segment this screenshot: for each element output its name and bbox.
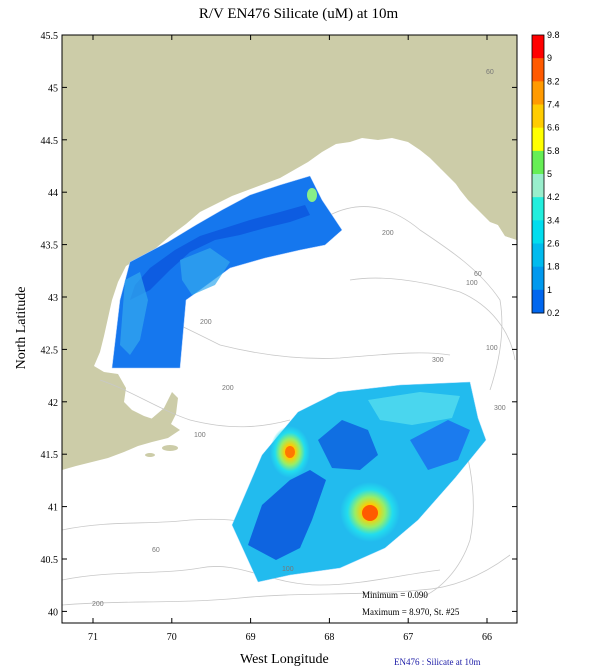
y-tick-label: 40.5 xyxy=(41,555,59,566)
colorbar-label: 5.8 xyxy=(547,146,560,156)
map-title: R/V EN476 Silicate (uM) at 10m xyxy=(198,6,399,22)
colorbar-label: 0.2 xyxy=(547,308,560,318)
contour-label: 100 xyxy=(194,432,206,439)
colorbar-segment xyxy=(532,81,544,105)
contour-label: 300 xyxy=(432,357,444,364)
colorbar-label: 2.6 xyxy=(547,239,560,249)
contour-label: 200 xyxy=(382,230,394,237)
colorbar-label: 9 xyxy=(547,53,552,63)
y-tick-label: 42 xyxy=(48,398,58,409)
colorbar-label: 1.8 xyxy=(547,262,560,272)
stat-maximum: Maximum = 8.970, St. #25 xyxy=(362,607,460,617)
y-tick-label: 40 xyxy=(48,607,58,618)
survey-region-light xyxy=(180,248,230,295)
hotspot-max-core xyxy=(362,505,378,521)
colorbar-segment xyxy=(532,104,544,129)
survey-region-deep-blue xyxy=(410,420,470,470)
y-tick-label: 43.5 xyxy=(41,241,59,252)
x-tick-label: 69 xyxy=(246,632,256,643)
colorbar-segment xyxy=(532,58,544,82)
survey-region-deep-blue xyxy=(318,420,378,470)
plot-frame xyxy=(61,34,518,624)
colorbar-label: 4.2 xyxy=(547,192,560,202)
y-tick-label: 43 xyxy=(48,293,58,304)
land-cape-cod xyxy=(150,392,178,432)
y-axis-label: North Latitude xyxy=(14,286,29,370)
colorbar-label: 5 xyxy=(547,169,552,179)
colorbar-segment xyxy=(532,289,544,314)
colorbar-segment xyxy=(532,220,544,244)
contour-label: 60 xyxy=(474,271,482,278)
x-axis-label: West Longitude xyxy=(240,652,329,667)
contour-label: 100 xyxy=(282,566,294,573)
colorbar-segment xyxy=(532,150,544,175)
contour-label: 100 xyxy=(466,280,478,287)
contour-label: 300 xyxy=(494,405,506,412)
y-tick-label: 44 xyxy=(48,188,58,199)
y-tick-label: 41 xyxy=(48,503,58,514)
colorbar-segment xyxy=(532,174,544,198)
contour-label: 60 xyxy=(152,547,160,554)
land-new-england xyxy=(62,35,517,470)
colorbar-segment xyxy=(532,197,544,221)
colorbar-label: 6.6 xyxy=(547,123,560,133)
survey-region-deep-blue xyxy=(248,470,326,560)
land-island xyxy=(145,453,155,457)
colorbar-label: 9.8 xyxy=(547,30,560,40)
colorbar-label: 8.2 xyxy=(547,76,560,86)
y-tick-label: 44.5 xyxy=(41,136,59,147)
y-tick-label: 45.5 xyxy=(41,31,59,42)
footer-note: EN476 : Silicate at 10m xyxy=(394,657,481,667)
survey-region-light-cyan xyxy=(368,392,460,425)
colorbar-label: 7.4 xyxy=(547,100,560,110)
bathymetry-labels: 60 200 60 100 200 300 100 200 300 100 60… xyxy=(92,69,506,608)
contour-label: 200 xyxy=(92,601,104,608)
y-tick-label: 41.5 xyxy=(41,450,59,461)
colorbar-segment xyxy=(532,35,544,59)
x-axis: 71 70 69 68 67 66 xyxy=(88,35,492,643)
x-tick-label: 68 xyxy=(324,632,334,643)
survey-hotspot xyxy=(307,188,317,202)
x-tick-label: 70 xyxy=(167,632,177,643)
contour-label: 200 xyxy=(222,385,234,392)
survey-region-darker xyxy=(130,205,310,300)
contour-label: 200 xyxy=(200,319,212,326)
contour-label: 60 xyxy=(486,69,494,76)
y-tick-label: 42.5 xyxy=(41,345,59,356)
colorbar-segment xyxy=(532,243,544,268)
x-tick-label: 71 xyxy=(88,632,98,643)
y-axis: 45.5 45 44.5 44 43.5 43 42.5 42 41.5 41 40.5 40 xyxy=(41,31,517,618)
land-island xyxy=(162,445,178,451)
colorbar-segment xyxy=(532,266,544,291)
x-tick-label: 66 xyxy=(482,632,492,643)
colorbar-frame xyxy=(531,34,545,314)
y-tick-label: 45 xyxy=(48,83,58,94)
colorbar: 9.8 9 8.2 7.4 6.6 5.8 5 4.2 3.4 2.6 1.8 1 0.2 xyxy=(531,30,560,318)
contour-label: 100 xyxy=(486,345,498,352)
land-nova-scotia xyxy=(440,110,517,240)
stat-minimum: Minimum = 0.090 xyxy=(362,590,428,600)
colorbar-label: 1 xyxy=(547,285,552,295)
survey-region-light xyxy=(120,272,148,355)
hotspot-second-core xyxy=(285,446,295,458)
colorbar-label: 3.4 xyxy=(547,215,560,225)
colorbar-segment xyxy=(532,127,544,152)
x-tick-label: 67 xyxy=(403,632,413,643)
